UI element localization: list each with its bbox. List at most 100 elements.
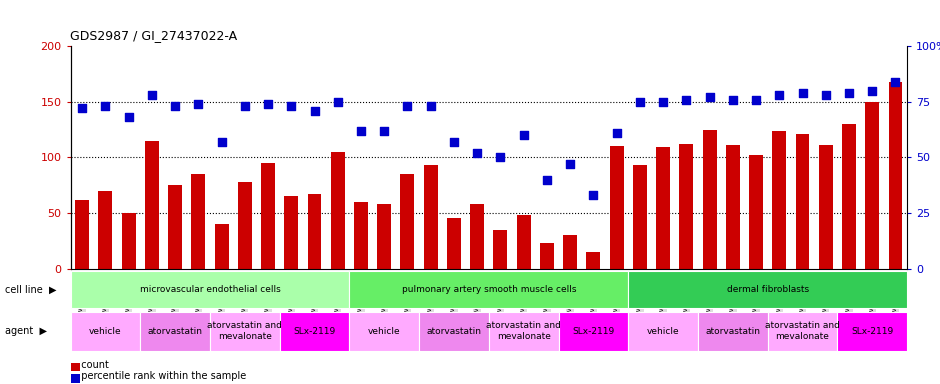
Bar (238, 182, 252, 269)
Bar (489, 312, 558, 351)
Bar (628, 312, 697, 351)
Text: dermal fibroblasts: dermal fibroblasts (727, 285, 808, 295)
Text: microvascular endothelial cells: microvascular endothelial cells (139, 285, 280, 295)
Point (540, 177, 555, 183)
Bar (628, 271, 907, 308)
Bar (726, 145, 740, 269)
Bar (140, 312, 210, 351)
Bar (70, 271, 350, 308)
Text: atorvastatin: atorvastatin (705, 327, 760, 336)
Bar (494, 230, 508, 269)
Bar (75, 200, 89, 269)
Point (446, 139, 462, 145)
Point (888, 79, 903, 85)
Bar (350, 271, 628, 308)
Text: atorvastatin: atorvastatin (427, 327, 481, 336)
Bar (563, 235, 577, 269)
Bar (214, 224, 228, 269)
Bar (168, 185, 182, 269)
Bar (307, 194, 321, 269)
Bar (558, 312, 628, 351)
Bar (470, 204, 484, 269)
Point (237, 103, 252, 109)
Point (563, 161, 578, 167)
Text: count: count (75, 360, 109, 370)
Point (284, 103, 299, 109)
Bar (697, 312, 768, 351)
Point (400, 103, 415, 109)
Bar (587, 252, 601, 269)
Bar (842, 124, 856, 269)
Point (353, 127, 368, 134)
Bar (540, 243, 554, 269)
Bar (192, 174, 205, 269)
Bar (633, 165, 647, 269)
Bar (210, 312, 280, 351)
Text: GDS2987 / GI_27437022-A: GDS2987 / GI_27437022-A (70, 29, 238, 42)
Point (191, 101, 206, 107)
Bar (400, 174, 415, 269)
Text: atorvastatin and
mevalonate: atorvastatin and mevalonate (765, 321, 840, 341)
Bar (888, 82, 902, 269)
Text: vehicle: vehicle (89, 327, 121, 336)
Bar (280, 312, 350, 351)
Bar (749, 155, 763, 269)
Bar (702, 129, 716, 269)
Point (633, 99, 648, 105)
Bar (424, 165, 438, 269)
Bar (419, 312, 489, 351)
Bar (838, 312, 907, 351)
Bar (331, 152, 345, 269)
Bar (819, 145, 833, 269)
Point (423, 103, 438, 109)
Bar (517, 215, 530, 269)
Text: percentile rank within the sample: percentile rank within the sample (75, 371, 246, 381)
Point (121, 114, 136, 121)
Text: vehicle: vehicle (368, 327, 400, 336)
Point (74, 105, 89, 111)
Point (726, 96, 741, 103)
Bar (865, 102, 879, 269)
Point (841, 90, 856, 96)
Point (795, 90, 810, 96)
Point (609, 130, 624, 136)
Bar (773, 131, 786, 269)
Bar (121, 213, 135, 269)
Bar (284, 197, 298, 269)
Point (167, 103, 182, 109)
Bar (377, 204, 391, 269)
Point (260, 101, 275, 107)
Point (748, 96, 763, 103)
Bar (768, 312, 838, 351)
Bar (446, 218, 461, 269)
Point (470, 150, 485, 156)
Text: vehicle: vehicle (647, 327, 680, 336)
Point (377, 127, 392, 134)
Text: agent  ▶: agent ▶ (5, 326, 47, 336)
Point (679, 96, 694, 103)
Bar (610, 146, 623, 269)
Text: SLx-2119: SLx-2119 (572, 327, 615, 336)
Point (145, 92, 160, 98)
Text: SLx-2119: SLx-2119 (851, 327, 893, 336)
Point (307, 108, 322, 114)
Point (586, 192, 601, 199)
Point (818, 92, 833, 98)
Text: atorvastatin: atorvastatin (148, 327, 203, 336)
Bar (350, 312, 419, 351)
Bar (656, 147, 670, 269)
Point (214, 139, 229, 145)
Text: atorvastatin and
mevalonate: atorvastatin and mevalonate (486, 321, 561, 341)
Text: SLx-2119: SLx-2119 (293, 327, 336, 336)
Point (516, 132, 531, 138)
Point (655, 99, 670, 105)
Bar (680, 144, 694, 269)
Bar (145, 141, 159, 269)
Bar (261, 163, 275, 269)
Text: pulmonary artery smooth muscle cells: pulmonary artery smooth muscle cells (401, 285, 576, 295)
Point (865, 88, 880, 94)
Bar (795, 134, 809, 269)
Bar (99, 191, 112, 269)
Text: atorvastatin and
mevalonate: atorvastatin and mevalonate (208, 321, 282, 341)
Point (330, 99, 345, 105)
